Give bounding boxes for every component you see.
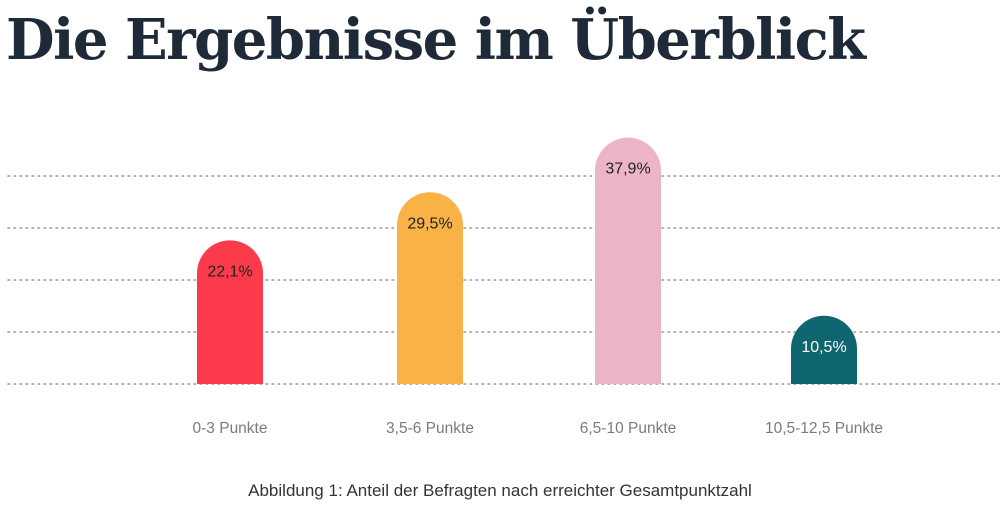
value-label-4: 10,5%	[801, 339, 846, 356]
bar-2	[397, 192, 463, 384]
category-tick-label-4: 10,5-12,5 Punkte	[765, 420, 883, 437]
category-tick-label-1: 0-3 Punkte	[193, 420, 268, 437]
value-label-3: 37,9%	[605, 161, 650, 178]
bars	[197, 137, 857, 384]
category-tick-label-2: 3,5-6 Punkte	[386, 420, 474, 437]
value-label-2: 29,5%	[407, 215, 452, 232]
bar-chart: 22,1% 29,5% 37,9% 10,5% 0-3 Punkte 3,5-6 Pun…	[7, 137, 1000, 437]
value-labels: 22,1% 29,5% 37,9% 10,5%	[207, 161, 846, 356]
bar-1	[197, 240, 263, 384]
bar-4	[791, 315, 857, 384]
page-title: Die Ergebnisse im Überblick	[6, 7, 866, 73]
category-tick-label-3: 6,5-10 Punkte	[580, 420, 677, 437]
bar-3	[595, 137, 661, 384]
value-label-1: 22,1%	[207, 263, 252, 280]
category-tick-labels: 0-3 Punkte 3,5-6 Punkte 6,5-10 Punkte 10,5-…	[193, 420, 884, 437]
figure-caption: Abbildung 1: Anteil der Befragten nach e…	[248, 481, 752, 500]
